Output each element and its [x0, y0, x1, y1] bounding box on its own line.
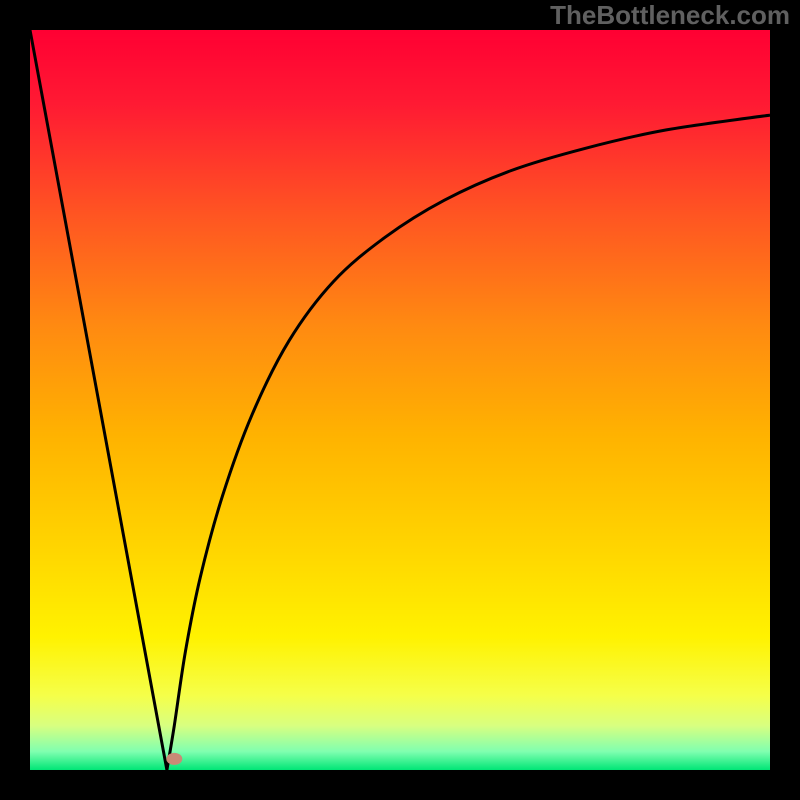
plot-area	[30, 30, 770, 770]
watermark-text: TheBottleneck.com	[550, 0, 790, 31]
chart-container: TheBottleneck.com	[0, 0, 800, 800]
chart-svg	[0, 0, 800, 800]
optimal-point-marker	[166, 753, 182, 765]
